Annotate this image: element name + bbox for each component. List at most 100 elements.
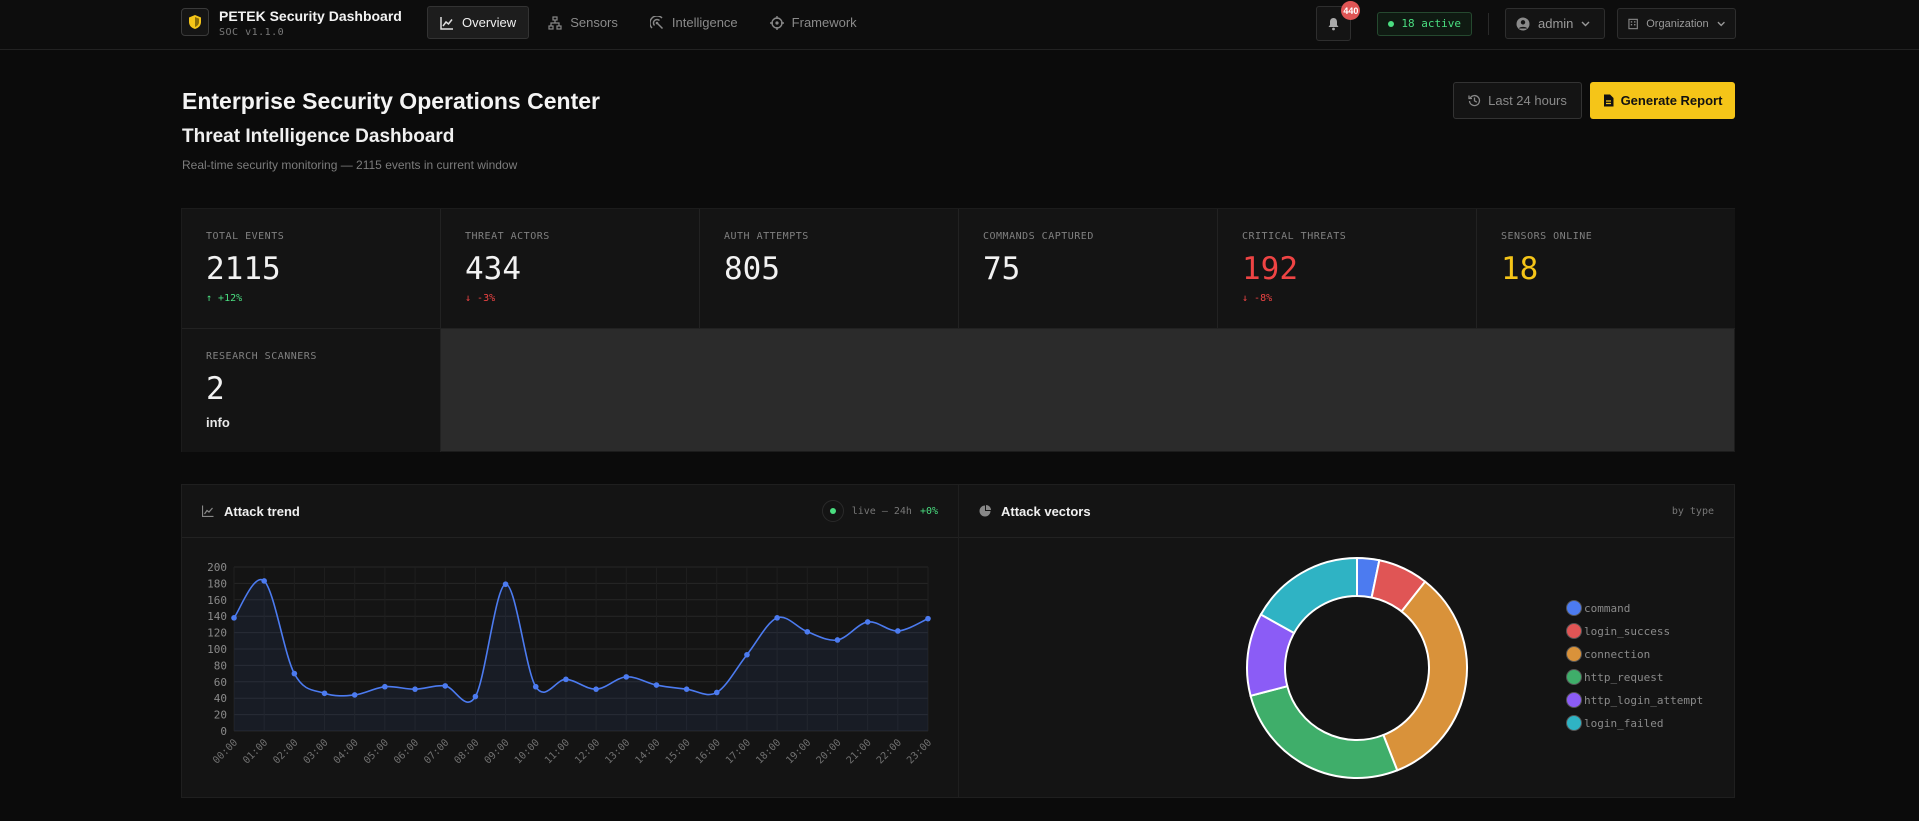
active-sensors-badge: 18 active [1377,11,1472,36]
organization-menu[interactable]: Organization [1617,8,1736,39]
trend-point[interactable] [774,615,780,621]
stat-label: TOTAL EVENTS [206,231,285,242]
trend-point[interactable] [231,615,237,621]
y-tick-label: 40 [214,692,227,705]
nav-framework[interactable]: Framework [757,6,870,39]
nav-intelligence[interactable]: Intelligence [637,6,751,39]
trend-point[interactable] [623,674,630,680]
trend-point[interactable] [291,670,298,677]
app-version: SOC v1.1.0 [219,27,285,38]
x-tick-label: 19:00 [784,737,813,766]
legend-item[interactable]: command [1566,600,1703,616]
stat-label: RESEARCH SCANNERS [206,351,317,362]
y-tick-label: 200 [207,561,227,574]
x-tick-label: 05:00 [362,737,391,766]
x-tick-label: 18:00 [754,737,783,766]
donut-slice-http_request[interactable] [1249,684,1399,779]
trend-point[interactable] [261,578,267,584]
user-menu[interactable]: admin [1505,8,1605,39]
trend-point[interactable] [321,690,328,697]
trend-point[interactable] [744,651,750,658]
divider [1488,12,1489,35]
legend-label: command [1584,601,1631,615]
trend-point[interactable] [412,686,418,692]
donut-slice-login_failed[interactable] [1259,556,1358,635]
nav-framework-label: Framework [791,15,857,30]
legend-swatch [1566,623,1582,639]
time-range-button[interactable]: Last 24 hours [1453,82,1582,119]
trend-point[interactable] [653,682,660,688]
stat-info: info [206,415,230,430]
pie-chart-icon [979,505,991,517]
building-icon [1628,18,1638,29]
trend-area [234,579,928,731]
stat-value: 2115 [206,251,281,287]
stat-value: 434 [465,251,521,287]
x-tick-label: 07:00 [422,737,451,766]
y-tick-label: 120 [207,627,227,640]
legend-item[interactable]: connection [1566,646,1703,662]
stat-delta-value: -3% [477,293,496,304]
trend-point[interactable] [351,692,358,698]
file-report-icon [1603,94,1614,107]
vectors-meta: by type [1672,506,1714,517]
donut-slice-connection[interactable] [1382,580,1468,772]
chevron-down-icon [1581,21,1590,26]
trend-point[interactable] [895,628,901,634]
stat-label: THREAT ACTORS [465,231,550,242]
legend-item[interactable]: http_login_attempt [1566,692,1703,708]
brand[interactable]: PETEK Security Dashboard SOC v1.1.0 [181,8,402,38]
x-tick-label: 21:00 [845,737,874,766]
stat-value: 2 [206,371,225,407]
x-tick-label: 04:00 [332,737,361,766]
attack-vectors-legend: command login_success connection http_reque… [1566,600,1703,731]
x-tick-label: 08:00 [452,737,481,766]
shield-logo-icon [181,8,209,36]
trend-point[interactable] [683,686,690,692]
nav-overview[interactable]: Overview [427,6,530,39]
trend-point[interactable] [804,628,811,635]
attack-trend-chart: 0 20 40 60 80 100 120 140 160 180 200 00:00 01:00 02:… [207,561,934,766]
legend-swatch [1566,669,1582,685]
top-right-tools: 440 18 active admin Organization [1316,1,1736,41]
trend-point[interactable] [593,686,599,692]
trend-point[interactable] [472,693,479,700]
vectors-meta-label: by type [1671,505,1714,517]
legend-item[interactable]: http_request [1566,669,1703,685]
stats-grid: TOTAL EVENTS 2115 ↑ +12% THREAT ACTORS 4… [181,208,1735,452]
stat-delta: ↑ +12% [206,293,243,304]
trend-point[interactable] [713,689,720,696]
nav-sensors-label: Sensors [570,15,618,30]
trend-point[interactable] [563,676,569,683]
main-nav: Overview Sensors Intelligence Framework [427,6,870,39]
notifications-button[interactable]: 440 [1316,1,1361,41]
stat-delta: ↓ -3% [465,293,496,304]
trend-point[interactable] [532,683,539,690]
trend-point[interactable] [864,619,871,625]
legend-label: login_failed [1584,716,1664,730]
stat-delta: ↓ -8% [1242,293,1273,304]
trend-point[interactable] [925,615,931,622]
stat-label: SENSORS ONLINE [1501,231,1593,242]
x-tick-label: 22:00 [875,737,904,766]
network-icon [548,15,562,30]
nav-sensors[interactable]: Sensors [535,6,631,39]
panel-header: Attack vectors by type [959,485,1734,538]
attack-vectors-panel: Attack vectors by type [958,484,1735,798]
y-tick-label: 20 [214,709,227,722]
nav-intelligence-label: Intelligence [671,15,738,30]
trend-point[interactable] [502,581,509,588]
generate-report-label: Generate Report [1620,93,1723,108]
generate-report-button[interactable]: Generate Report [1590,82,1735,119]
legend-item[interactable]: login_failed [1566,715,1703,731]
trend-point[interactable] [834,637,841,643]
legend-item[interactable]: login_success [1566,623,1703,639]
trend-point[interactable] [442,683,449,689]
stat-label: CRITICAL THREATS [1242,231,1347,242]
legend-swatch [1566,715,1582,731]
user-avatar-icon [1516,17,1530,30]
y-tick-label: 0 [220,725,227,738]
history-icon [1468,94,1481,107]
trend-point[interactable] [382,683,388,690]
panel-title: Attack vectors [1001,503,1091,519]
